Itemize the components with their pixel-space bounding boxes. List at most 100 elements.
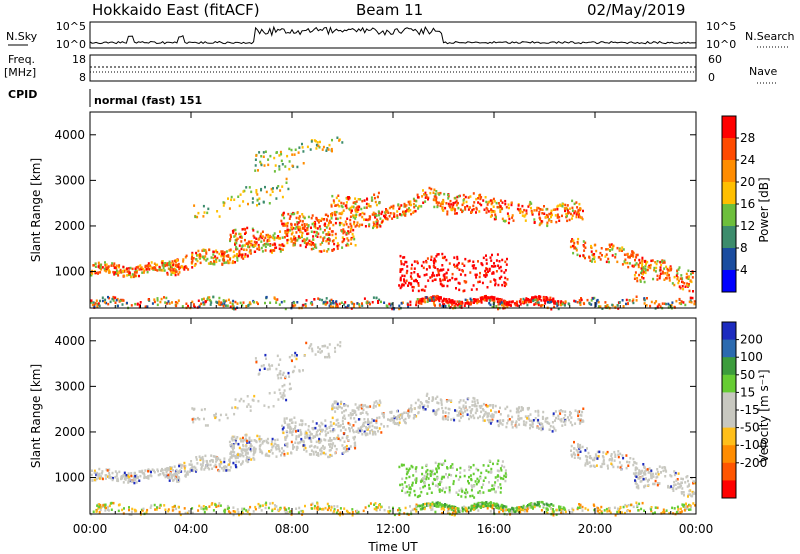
data-cell xyxy=(379,225,382,228)
data-cell xyxy=(681,487,684,490)
data-cell xyxy=(233,454,236,458)
nave-label: Nave xyxy=(749,65,777,78)
data-cell xyxy=(471,408,474,411)
data-cell xyxy=(258,438,261,441)
data-cell xyxy=(418,300,420,303)
data-cell xyxy=(147,477,150,480)
data-cell xyxy=(284,438,287,441)
colorbar-segment xyxy=(722,248,736,271)
data-cell xyxy=(448,278,451,282)
data-cell xyxy=(334,236,337,240)
data-cell xyxy=(525,297,528,300)
data-cell xyxy=(274,446,277,449)
data-cell xyxy=(338,205,341,208)
data-cell xyxy=(590,303,593,306)
data-cell xyxy=(650,476,653,480)
data-cell xyxy=(352,216,355,219)
data-cell xyxy=(343,425,345,429)
data-cell xyxy=(147,470,150,473)
data-cell xyxy=(294,424,297,428)
data-cell xyxy=(254,447,257,451)
data-cell xyxy=(223,457,226,460)
data-cell xyxy=(99,299,101,303)
data-cell xyxy=(368,301,371,304)
data-cell xyxy=(343,303,346,306)
data-cell xyxy=(274,164,277,167)
data-cell xyxy=(642,271,645,274)
data-cell xyxy=(348,447,351,451)
data-cell xyxy=(307,428,310,432)
data-cell xyxy=(111,478,114,482)
data-cell xyxy=(400,413,403,416)
data-cell xyxy=(582,254,585,257)
data-cell xyxy=(241,462,244,465)
data-cell xyxy=(458,419,461,423)
data-cell xyxy=(493,504,496,507)
data-cell xyxy=(589,465,592,468)
data-cell xyxy=(593,465,596,468)
data-cell xyxy=(319,227,322,231)
data-cell xyxy=(438,299,441,303)
data-cell xyxy=(487,412,490,415)
data-cell xyxy=(357,208,360,211)
data-cell xyxy=(611,248,614,251)
data-cell xyxy=(434,461,437,465)
data-cell xyxy=(408,467,411,470)
data-cell xyxy=(690,301,693,304)
data-cell xyxy=(202,303,205,306)
data-cell xyxy=(646,297,648,300)
data-cell xyxy=(422,408,425,411)
data-cell xyxy=(553,305,556,309)
data-cell xyxy=(262,244,265,247)
data-cell xyxy=(245,451,248,454)
data-cell xyxy=(294,430,297,433)
data-cell xyxy=(528,203,531,206)
data-cell xyxy=(358,223,361,227)
data-cell xyxy=(184,265,187,268)
data-cell xyxy=(377,213,380,217)
data-cell xyxy=(582,407,585,410)
data-cell xyxy=(673,473,676,477)
data-cell xyxy=(344,446,347,449)
data-cell xyxy=(593,253,596,256)
data-cell xyxy=(436,409,439,412)
data-cell xyxy=(107,265,110,268)
data-cell xyxy=(252,449,255,452)
data-cell xyxy=(248,439,251,442)
data-cell xyxy=(660,263,663,267)
data-cell xyxy=(690,476,693,480)
data-cell xyxy=(303,225,306,228)
data-cell xyxy=(679,277,682,280)
data-cell xyxy=(431,482,434,486)
data-cell xyxy=(350,238,353,241)
data-cell xyxy=(566,214,568,218)
data-cell xyxy=(410,410,413,413)
data-cell xyxy=(511,426,514,429)
data-cell xyxy=(429,506,432,509)
data-cell xyxy=(529,426,531,430)
data-cell xyxy=(161,467,163,471)
data-cell xyxy=(122,475,125,478)
data-cell xyxy=(523,301,526,305)
data-cell xyxy=(475,197,478,201)
data-cell xyxy=(541,415,544,419)
data-cell xyxy=(438,483,441,486)
data-cell xyxy=(637,486,640,490)
data-cell xyxy=(313,243,315,246)
data-cell xyxy=(414,493,417,497)
data-cell xyxy=(484,410,487,414)
data-cell xyxy=(637,265,640,269)
data-cell xyxy=(372,432,375,435)
data-cell xyxy=(115,298,118,302)
data-cell xyxy=(477,201,480,204)
data-cell xyxy=(344,404,347,407)
data-cell xyxy=(231,302,234,306)
data-cell xyxy=(352,305,355,308)
data-cell xyxy=(655,266,658,270)
data-cell xyxy=(470,411,472,414)
data-cell xyxy=(588,256,591,259)
data-cell xyxy=(336,407,339,410)
data-cell xyxy=(586,298,589,302)
data-cell xyxy=(268,450,270,453)
data-cell xyxy=(649,304,652,308)
